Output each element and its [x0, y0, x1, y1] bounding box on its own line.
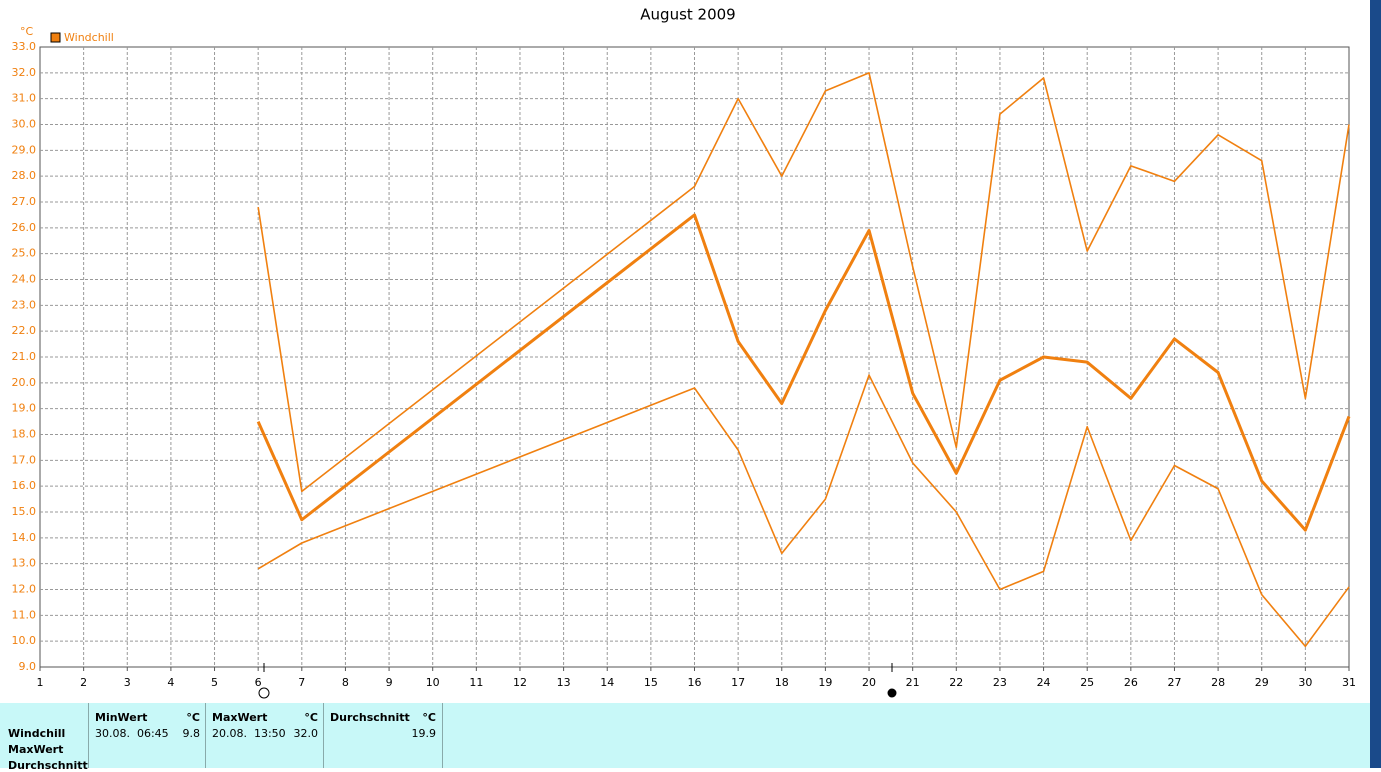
column: Durchschnitt °C 19.9	[323, 703, 443, 768]
x-tick-label: 1	[37, 676, 44, 689]
cell-value: 9.8	[182, 727, 201, 740]
x-tick-label: 25	[1080, 676, 1094, 689]
chart-title: August 2009	[640, 6, 735, 24]
column-header: Durchschnitt	[330, 711, 410, 724]
row-label: Windchill	[8, 727, 66, 740]
x-tick-label: 29	[1255, 676, 1269, 689]
y-tick-label: 11.0	[12, 608, 37, 621]
y-tick-label: 19.0	[12, 402, 37, 415]
y-tick-label: 20.0	[12, 376, 37, 389]
y-tick-label: 9.0	[19, 660, 37, 673]
y-tick-label: 28.0	[12, 169, 37, 182]
x-tick-label: 18	[775, 676, 789, 689]
column: MaxWert °C 20.08. 13:50 32.0	[205, 703, 324, 768]
column: MinWert °C 30.08. 06:45 9.8	[88, 703, 206, 768]
column-unit: °C	[186, 711, 200, 724]
y-tick-label: 12.0	[12, 583, 37, 596]
x-tick-label: 16	[688, 676, 702, 689]
x-tick-label: 30	[1298, 676, 1312, 689]
y-tick-label: 26.0	[12, 221, 37, 234]
x-tick-label: 19	[818, 676, 832, 689]
row-label: Durchschnitt	[8, 759, 88, 772]
y-tick-label: 29.0	[12, 143, 37, 156]
y-tick-label: 22.0	[12, 324, 37, 337]
y-tick-label: 31.0	[12, 92, 37, 105]
y-tick-label: 23.0	[12, 298, 37, 311]
x-tick-label: 12	[513, 676, 527, 689]
x-tick-label: 11	[469, 676, 483, 689]
legend-swatch	[50, 32, 61, 43]
x-tick-label: 27	[1167, 676, 1181, 689]
column-header: MinWert	[95, 711, 148, 724]
y-unit: °C	[20, 25, 34, 38]
x-tick-label: 28	[1211, 676, 1225, 689]
x-tick-label: 10	[426, 676, 440, 689]
x-tick-label: 23	[993, 676, 1007, 689]
cell-value: 19.9	[411, 727, 437, 740]
y-tick-label: 25.0	[12, 247, 37, 260]
x-tick-label: 20	[862, 676, 876, 689]
cell-value: 32.0	[293, 727, 319, 740]
x-tick-label: 8	[342, 676, 349, 689]
y-tick-label: 18.0	[12, 428, 37, 441]
x-tick-label: 5	[211, 676, 218, 689]
row-label: MaxWert	[8, 743, 64, 756]
cell-time: 20.08. 13:50	[212, 727, 286, 740]
window-edge	[1370, 0, 1381, 768]
x-tick-label: 15	[644, 676, 658, 689]
x-tick-label: 4	[167, 676, 174, 689]
x-tick-label: 31	[1342, 676, 1356, 689]
series-line	[256, 213, 1351, 532]
y-tick-label: 16.0	[12, 479, 37, 492]
x-tick-label: 9	[386, 676, 393, 689]
moon-icon	[887, 688, 897, 698]
legend-label: Windchill	[64, 31, 114, 44]
y-tick-label: 21.0	[12, 350, 37, 363]
y-tick-label: 32.0	[12, 66, 37, 79]
y-tick-label: 27.0	[12, 195, 37, 208]
x-tick-label: 7	[298, 676, 305, 689]
chart: August 2009 °C Windchill 9.0 10.0 11.0 12.0…	[12, 6, 1356, 699]
x-tick-label: 3	[124, 676, 131, 689]
x-tick-label: 13	[557, 676, 571, 689]
cell-time: 30.08. 06:45	[95, 727, 169, 740]
x-tick-label: 14	[600, 676, 614, 689]
moon-icon	[258, 687, 270, 699]
y-tick-label: 15.0	[12, 505, 37, 518]
y-tick-label: 13.0	[12, 557, 37, 570]
column-unit: °C	[422, 711, 436, 724]
y-tick-label: 24.0	[12, 273, 37, 286]
series-line	[257, 374, 1350, 648]
x-tick-label: 6	[255, 676, 262, 689]
column-unit: °C	[304, 711, 318, 724]
y-tick-label: 33.0	[12, 40, 37, 53]
x-tick-label: 26	[1124, 676, 1138, 689]
series-line	[257, 72, 1350, 493]
x-tick-label: 21	[906, 676, 920, 689]
y-tick-label: 14.0	[12, 531, 37, 544]
y-tick-label: 17.0	[12, 453, 37, 466]
x-tick-label: 17	[731, 676, 745, 689]
x-tick-label: 2	[80, 676, 87, 689]
x-tick-label: 22	[949, 676, 963, 689]
stats-table: Windchill MaxWert Durchschnitt MinWert °…	[0, 703, 1370, 772]
x-tick-label: 24	[1037, 676, 1051, 689]
y-tick-label: 30.0	[12, 118, 37, 131]
y-tick-label: 10.0	[12, 634, 37, 647]
column-header: MaxWert	[212, 711, 268, 724]
